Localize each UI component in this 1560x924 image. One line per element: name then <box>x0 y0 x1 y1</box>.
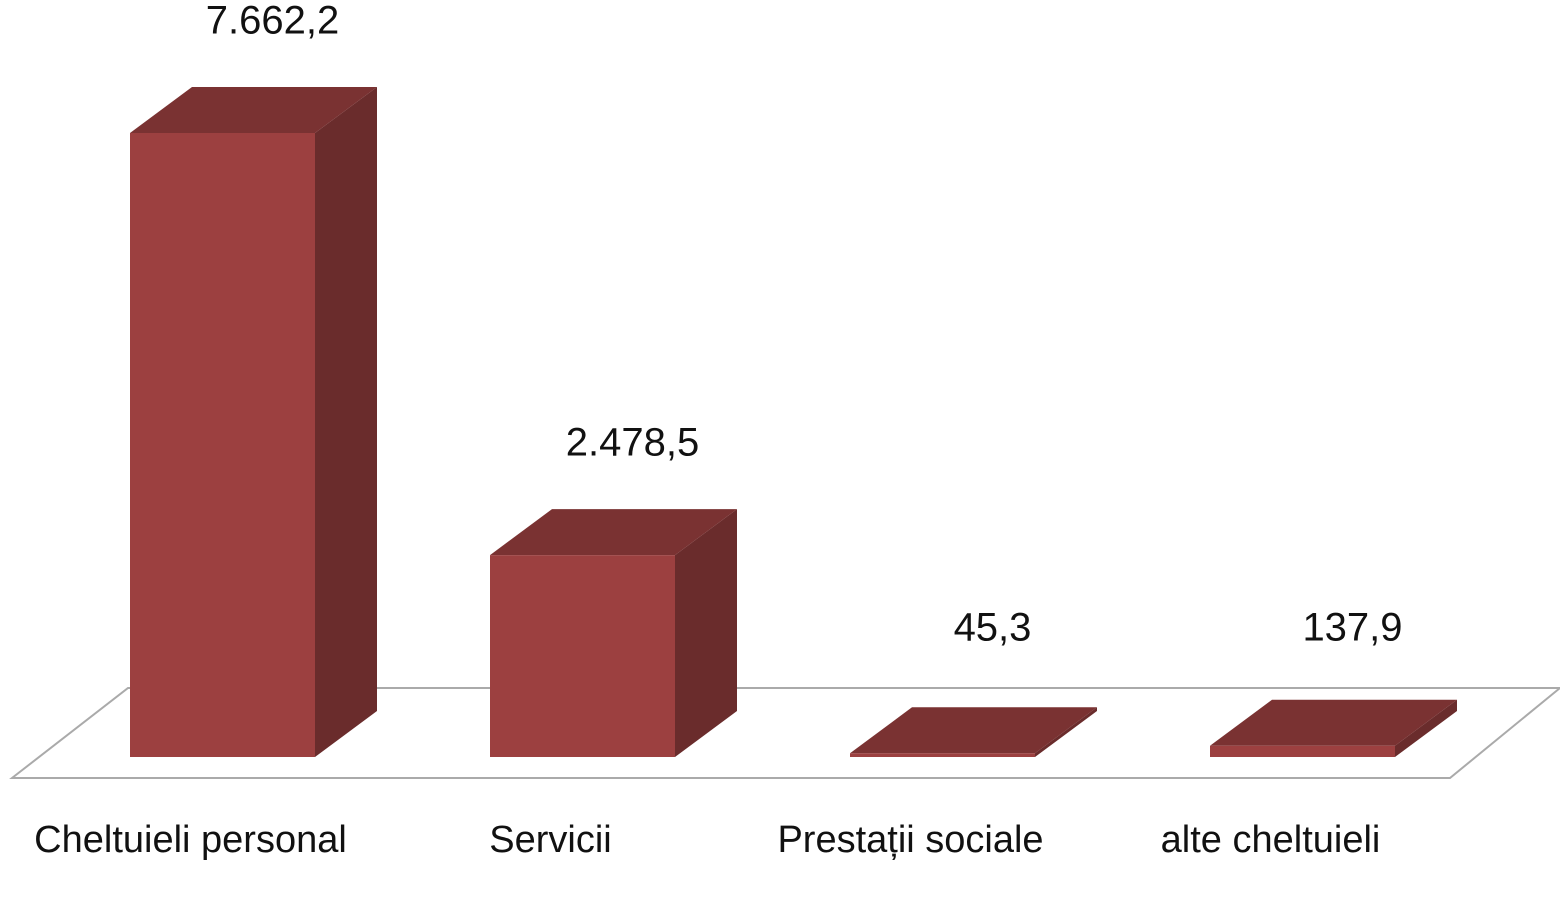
floor <box>9 687 1560 779</box>
bar-front <box>130 133 315 757</box>
bar-front <box>1210 745 1395 757</box>
bar-top <box>850 707 1097 754</box>
x-tick-label: Cheltuieli personal <box>34 819 347 861</box>
bar-front <box>490 555 675 757</box>
bar <box>1210 699 1457 757</box>
bar-side <box>315 87 377 757</box>
bar <box>850 707 1097 757</box>
bar-top <box>1210 699 1457 746</box>
bar-side <box>1395 699 1457 757</box>
bar-top <box>130 87 377 133</box>
x-tick-label: alte cheltuieli <box>1160 819 1381 861</box>
bar-top <box>490 509 737 556</box>
bar-side <box>1035 707 1097 757</box>
data-label: 2.478,5 <box>566 421 699 465</box>
bar <box>490 509 737 757</box>
bar-side <box>675 509 737 757</box>
bar-front <box>850 753 1035 757</box>
data-label: 7.662,2 <box>206 0 339 43</box>
data-label: 137,9 <box>1302 606 1402 650</box>
bar <box>130 87 377 757</box>
data-label: 45,3 <box>954 606 1032 650</box>
x-tick-label: Prestații sociale <box>777 819 1044 861</box>
x-tick-label: Servicii <box>489 819 612 861</box>
